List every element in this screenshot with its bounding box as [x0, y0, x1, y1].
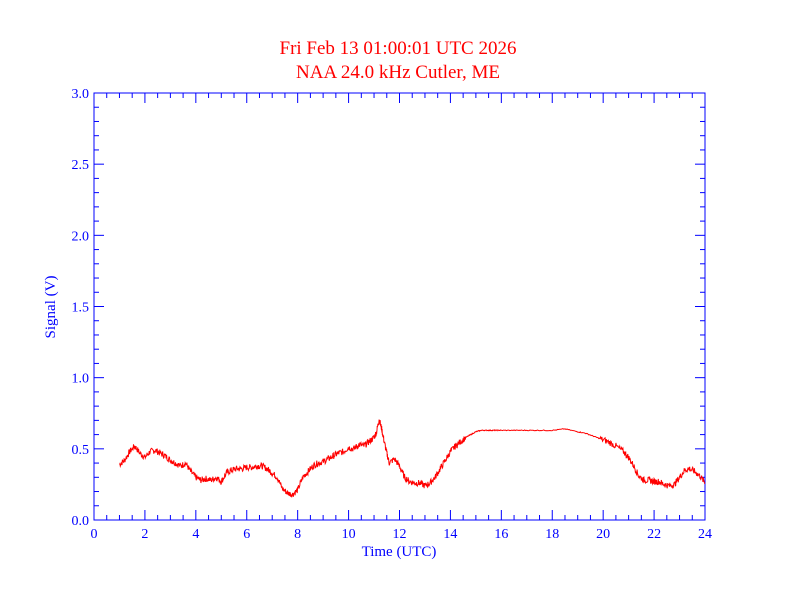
- x-tick-label: 4: [192, 527, 199, 542]
- x-tick-label: 18: [545, 527, 559, 542]
- x-tick-label: 2: [141, 527, 148, 542]
- x-axis-tick-labels: 0 2 4 6 8 10 12 14 16 18 20 22 24: [91, 527, 713, 542]
- y-tick-label: 2.5: [72, 158, 90, 173]
- y-tick-label: 2.0: [72, 229, 90, 244]
- x-axis-title: Time (UTC): [362, 544, 437, 560]
- y-tick-label: 0.0: [72, 514, 90, 529]
- y-tick-label: 1.0: [72, 372, 90, 387]
- x-tick-label: 10: [342, 527, 356, 542]
- x-tick-label: 22: [647, 527, 661, 542]
- x-axis-ticks: [93, 93, 706, 520]
- x-tick-label: 12: [393, 527, 407, 542]
- signal-series-line: [119, 419, 706, 498]
- x-tick-label: 14: [443, 527, 457, 542]
- x-tick-label: 0: [91, 527, 98, 542]
- x-tick-label: 24: [698, 527, 712, 542]
- chart-subtitle: NAA 24.0 kHz Cutler, ME: [296, 62, 500, 83]
- x-tick-label: 6: [243, 527, 250, 542]
- y-axis-ticks: [94, 92, 705, 521]
- y-tick-label: 0.5: [72, 443, 90, 458]
- y-axis-tick-labels: 0.0 0.5 1.0 1.5 2.0 2.5 3.0: [72, 87, 90, 529]
- x-tick-label: 8: [294, 527, 301, 542]
- chart-title: Fri Feb 13 01:00:01 UTC 2026: [280, 38, 517, 59]
- x-tick-label: 16: [494, 527, 508, 542]
- y-tick-label: 1.5: [72, 301, 90, 316]
- x-tick-label: 20: [596, 527, 610, 542]
- y-axis-title: Signal (V): [43, 276, 59, 339]
- plot-frame: [93, 92, 706, 521]
- y-tick-label: 3.0: [72, 87, 90, 102]
